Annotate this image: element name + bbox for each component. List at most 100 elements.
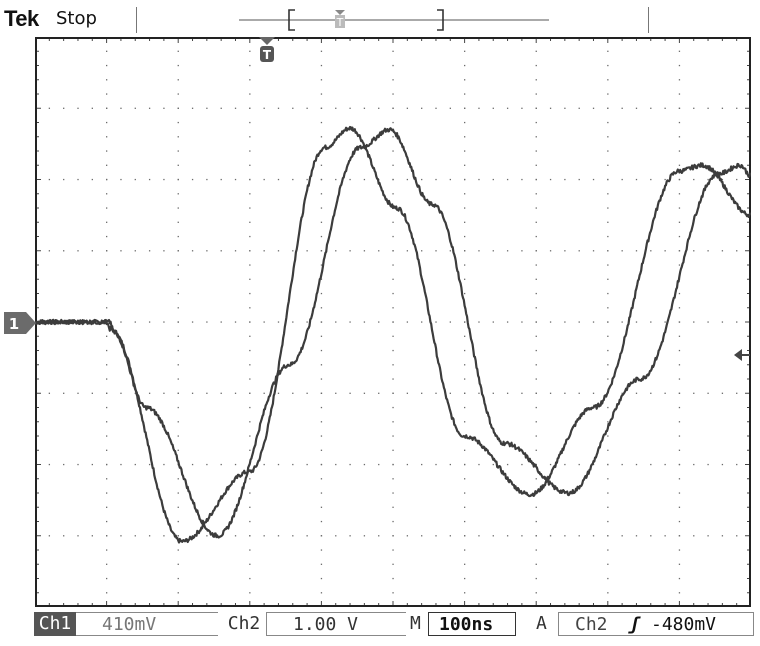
- grid-dot: [535, 506, 537, 508]
- grid-dot: [607, 506, 609, 508]
- ch1-label[interactable]: Ch1: [34, 612, 76, 636]
- grid-dot: [392, 121, 394, 124]
- grid-dot: [134, 463, 136, 466]
- grid-dot: [464, 520, 466, 523]
- grid-dot: [392, 221, 394, 223]
- grid-dot: [492, 392, 494, 394]
- waveform-display: [35, 37, 751, 607]
- grid-dot: [607, 121, 609, 124]
- grid-dot: [535, 164, 537, 166]
- grid-dot: [421, 535, 423, 537]
- grid-dot: [578, 392, 580, 394]
- grid-dot: [506, 321, 509, 323]
- grid-dot: [292, 321, 294, 323]
- grid-dot: [320, 335, 323, 337]
- grid-dot: [249, 250, 251, 252]
- grid-dot: [320, 178, 323, 181]
- grid-dot: [106, 549, 108, 551]
- trigger-mode-label: A: [536, 613, 547, 634]
- grid-dot: [549, 463, 552, 466]
- grid-dot: [464, 50, 466, 52]
- grid-dot: [320, 164, 323, 166]
- grid-dot: [106, 449, 108, 451]
- grid-dot: [292, 250, 294, 252]
- trigger-position-marker[interactable]: T: [256, 37, 278, 71]
- grid-dot: [277, 535, 280, 537]
- grid-dot: [249, 264, 251, 266]
- grid-dot: [678, 577, 681, 580]
- grid-dot: [263, 178, 265, 181]
- grid-dot: [678, 478, 681, 480]
- grid-dot: [607, 150, 609, 152]
- grid-dot: [535, 221, 537, 223]
- grid-dot: [535, 549, 537, 551]
- ch2-label[interactable]: Ch2: [227, 613, 261, 634]
- trigger-level-arrow-icon[interactable]: [734, 348, 750, 362]
- grid-dot: [578, 321, 580, 323]
- trigger-position-icon: [260, 46, 274, 62]
- record-view-bar: T: [239, 9, 549, 31]
- grid-dot: [106, 278, 108, 280]
- grid-dot: [106, 535, 108, 537]
- grid-dot: [521, 535, 523, 537]
- grid-dot: [163, 463, 165, 466]
- grid-dot: [363, 535, 366, 537]
- grid-dot: [134, 321, 136, 323]
- grid-dot: [177, 278, 179, 280]
- grid-dot: [664, 463, 666, 466]
- grid-dot: [464, 492, 466, 494]
- grid-dot: [177, 535, 179, 537]
- grid-dot: [363, 250, 366, 252]
- grid-dot: [721, 535, 724, 537]
- grid-dot: [392, 321, 394, 323]
- grid-dot: [148, 107, 151, 109]
- grid-dot: [607, 378, 609, 380]
- grid-dot: [392, 549, 394, 551]
- grid-dot: [249, 93, 251, 95]
- grid-dot: [249, 321, 251, 323]
- grid-dot: [678, 50, 681, 52]
- grid-dot: [678, 321, 681, 323]
- grid-dot: [249, 520, 251, 523]
- grid-dot: [535, 449, 537, 451]
- grid-dot: [349, 392, 351, 394]
- grid-dot: [678, 93, 681, 95]
- grid-dot: [77, 250, 79, 252]
- grid-dot: [249, 136, 251, 138]
- grid-dot: [464, 164, 466, 166]
- grid-dot: [464, 178, 466, 181]
- channel-1-ground-marker[interactable]: 1: [4, 312, 36, 334]
- grid-dot: [234, 107, 237, 109]
- grid-dot: [678, 307, 681, 309]
- grid-dot: [464, 563, 466, 565]
- grid-dot: [464, 150, 466, 152]
- grid-dot: [478, 463, 480, 466]
- grid-dot: [506, 535, 509, 537]
- grid-dot: [678, 592, 681, 594]
- grid-dot: [650, 107, 652, 109]
- grid-dot: [635, 107, 638, 109]
- grid-dot: [277, 250, 280, 252]
- grid-dot: [406, 535, 409, 537]
- grid-dot: [607, 463, 609, 466]
- grid-dot: [406, 250, 409, 252]
- grid-dot: [320, 349, 323, 352]
- grid-dot: [320, 392, 323, 394]
- grid-dot: [478, 107, 480, 109]
- trigger-slope-icon: ʃ: [629, 614, 640, 635]
- grid-dot: [320, 592, 323, 594]
- grid-dot: [177, 435, 179, 437]
- grid-dot: [335, 321, 337, 323]
- header-divider: [136, 7, 137, 33]
- grid-dot: [206, 250, 208, 252]
- grid-dot: [678, 164, 681, 166]
- grid-dot: [464, 207, 466, 209]
- brand-logo: Tek: [4, 6, 39, 31]
- trigger-position-glyph: T: [263, 48, 272, 62]
- grid-dot: [249, 392, 251, 394]
- grid-dot: [106, 520, 108, 523]
- grid-dot: [148, 250, 151, 252]
- grid-dot: [678, 378, 681, 380]
- channel-1-marker-icon: [4, 312, 36, 334]
- grid-dot: [535, 364, 537, 366]
